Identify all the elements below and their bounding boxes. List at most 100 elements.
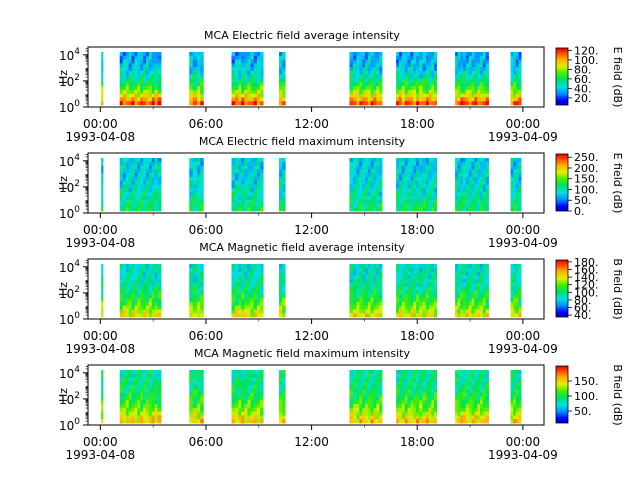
spectrogram-cell	[428, 377, 432, 382]
spectrogram-cell	[376, 78, 380, 83]
spectrogram-cell	[455, 161, 459, 166]
spectrogram-cell	[238, 309, 242, 314]
spectrogram-cell	[460, 313, 464, 318]
spectrogram-cell	[401, 203, 406, 208]
spectrogram-cell	[379, 67, 383, 72]
spectrogram-cell	[365, 173, 369, 178]
spectrogram-cell	[510, 267, 514, 272]
spectrogram-cell	[157, 301, 162, 307]
spectrogram-cell	[413, 89, 417, 95]
spectrogram-cell	[140, 275, 144, 280]
data-block	[119, 158, 127, 212]
spectrogram-cell	[189, 267, 194, 272]
spectrogram-cell	[119, 290, 124, 295]
spectrogram-cell	[256, 165, 261, 170]
spectrogram-cell	[253, 195, 258, 201]
spectrogram-cell	[140, 86, 144, 91]
spectrogram-cell	[200, 381, 204, 386]
spectrogram-cell	[365, 158, 369, 163]
spectrogram-cell	[457, 282, 461, 288]
spectrogram-cell	[428, 271, 432, 276]
spectrogram-cell	[101, 381, 104, 386]
spectrogram-cell	[101, 180, 104, 185]
spectrogram-cell	[463, 184, 467, 189]
spectrogram-cell	[518, 377, 522, 382]
spectrogram-cell	[356, 180, 360, 185]
spectrogram-cell	[428, 63, 432, 68]
spectrogram-cell	[256, 161, 261, 166]
spectrogram-cell	[143, 400, 147, 405]
spectrogram-cell	[465, 264, 470, 269]
spectrogram-cell	[404, 275, 408, 280]
spectrogram-cell	[146, 176, 150, 182]
spectrogram-cell	[119, 271, 124, 276]
spectrogram-cell	[241, 74, 245, 79]
spectrogram-cell	[365, 169, 369, 174]
spectrogram-cell	[250, 271, 255, 276]
spectrogram-cell	[398, 373, 403, 378]
spectrogram-cell	[416, 165, 420, 170]
spectrogram-cell	[238, 388, 242, 394]
spectrogram-cell	[482, 370, 487, 375]
spectrogram-cell	[122, 199, 127, 204]
spectrogram-cell	[404, 97, 408, 102]
spectrogram-cell	[455, 195, 459, 201]
spectrogram-cell	[401, 279, 406, 284]
spectrogram-cell	[365, 313, 369, 318]
spectrogram-cell	[510, 173, 514, 178]
spectrogram-cell	[250, 313, 255, 318]
spectrogram-cell	[455, 86, 459, 91]
spectrogram-cell	[401, 305, 406, 310]
spectrogram-cell	[241, 70, 245, 76]
spectrogram-cell	[122, 93, 127, 98]
spectrogram-cell	[128, 55, 133, 60]
spectrogram-cell	[468, 203, 472, 208]
spectrogram-cell	[137, 67, 141, 72]
spectrogram-cell	[426, 381, 430, 386]
spectrogram-cell	[189, 59, 194, 64]
spectrogram-cell	[101, 294, 104, 299]
spectrogram-cell	[407, 93, 411, 98]
spectrogram-cell	[426, 165, 430, 170]
spectrogram-cell	[433, 74, 438, 79]
spectrogram-cell	[140, 169, 144, 174]
spectrogram-cell	[125, 184, 130, 189]
spectrogram-cell	[457, 82, 461, 87]
spectrogram-cell	[151, 176, 156, 182]
spectrogram-cell	[256, 199, 261, 204]
spectrogram-cell	[140, 173, 144, 178]
spectrogram-cell	[137, 373, 141, 378]
spectrogram-cell	[101, 192, 104, 197]
spectrogram-cell	[474, 381, 478, 386]
spectrogram-cell	[244, 373, 248, 378]
spectrogram-cell	[151, 385, 156, 390]
spectrogram-cell	[404, 309, 408, 314]
spectrogram-cell	[404, 301, 408, 307]
spectrogram-cell	[197, 381, 201, 386]
spectrogram-cell	[401, 59, 406, 64]
spectrogram-cell	[157, 264, 162, 269]
spectrogram-cell	[250, 396, 255, 401]
spectrogram-cell	[471, 313, 475, 318]
spectrogram-cell	[413, 158, 417, 163]
spectrogram-cell	[365, 82, 369, 87]
spectrogram-cell	[256, 388, 261, 394]
spectrogram-cell	[157, 275, 162, 280]
spectrogram-cell	[410, 419, 414, 424]
spectrogram-cell	[379, 161, 383, 166]
spectrogram-cell	[416, 52, 420, 57]
spectrogram-cell	[349, 415, 354, 420]
spectrogram-cell	[398, 286, 403, 291]
spectrogram-cell	[485, 392, 489, 397]
spectrogram-cell	[513, 203, 517, 208]
spectrogram-cell	[422, 400, 427, 405]
spectrogram-cell	[457, 59, 461, 64]
spectrogram-cell	[128, 195, 133, 201]
spectrogram-cell	[157, 388, 162, 394]
spectrogram-cell	[151, 373, 156, 378]
spectrogram-cell	[474, 419, 478, 424]
spectrogram-cell	[460, 67, 464, 72]
spectrogram-cell	[513, 192, 517, 197]
spectrogram-cell	[396, 195, 400, 201]
